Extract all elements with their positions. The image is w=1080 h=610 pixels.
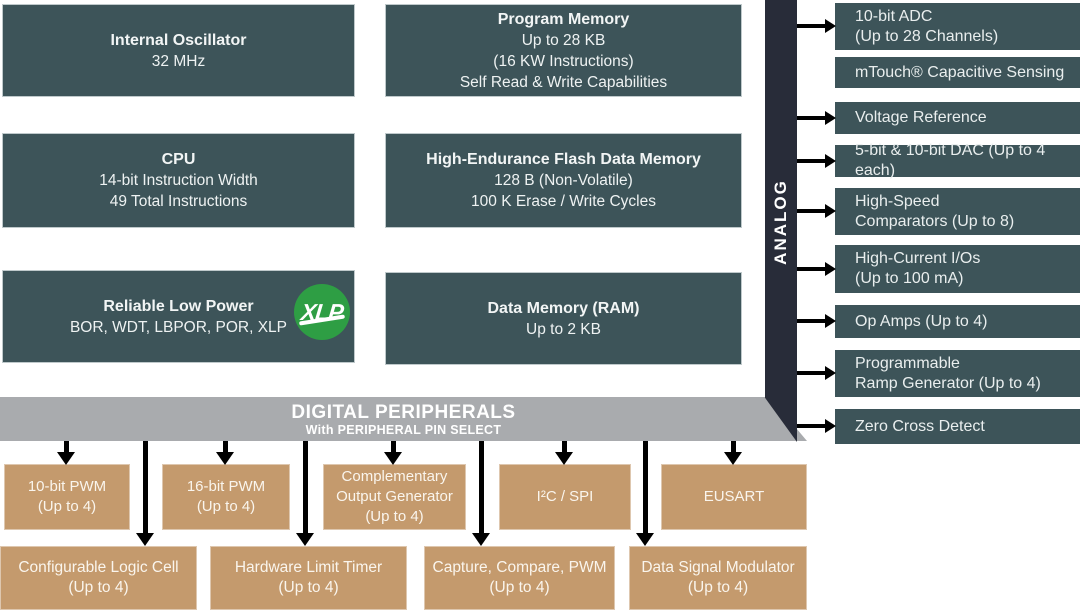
digital-peripherals-bar: DIGITAL PERIPHERALS With PERIPHERAL PIN … bbox=[0, 397, 807, 441]
block-data-memory-ram: Data Memory (RAM) Up to 2 KB bbox=[385, 272, 742, 365]
block-capture-compare-pwm: Capture, Compare, PWM (Up to 4) bbox=[424, 546, 615, 610]
block-body: 14-bit Instruction Width 49 Total Instru… bbox=[99, 172, 258, 210]
block-mtouch: mTouch® Capacitive Sensing bbox=[835, 57, 1080, 88]
block-body: 32 MHz bbox=[151, 52, 206, 70]
block-zero-cross-detect: Zero Cross Detect bbox=[835, 409, 1080, 444]
block-body: 128 B (Non-Volatile) 100 K Erase / Write… bbox=[471, 172, 656, 210]
block-complementary-output-generator: Complementary Output Generator (Up to 4) bbox=[323, 464, 466, 530]
block-dac: 5-bit & 10-bit DAC (Up to 4 each) bbox=[835, 142, 1080, 179]
block-configurable-logic-cell: Configurable Logic Cell (Up to 4) bbox=[0, 546, 197, 610]
block-hardware-limit-timer: Hardware Limit Timer (Up to 4) bbox=[210, 546, 407, 610]
block-10bit-pwm: 10-bit PWM (Up to 4) bbox=[4, 464, 130, 530]
block-title: Reliable Low Power bbox=[103, 297, 254, 315]
block-10bit-adc: 10-bit ADC (Up to 28 Channels) bbox=[835, 3, 1080, 50]
digital-peripherals-subtitle: With PERIPHERAL PIN SELECT bbox=[305, 422, 502, 437]
block-program-memory: Program Memory Up to 28 KB (16 KW Instru… bbox=[385, 4, 742, 97]
block-voltage-reference: Voltage Reference bbox=[835, 102, 1080, 134]
block-flash-data-memory: High-Endurance Flash Data Memory 128 B (… bbox=[385, 133, 742, 228]
analog-label: ANALOG bbox=[771, 179, 790, 265]
block-i2c-spi: I²C / SPI bbox=[499, 464, 631, 530]
xlp-logo-text: XLP bbox=[299, 298, 345, 325]
block-comparators: High-Speed Comparators (Up to 8) bbox=[835, 188, 1080, 235]
block-cpu: CPU 14-bit Instruction Width 49 Total In… bbox=[2, 133, 355, 228]
digital-peripherals-title: DIGITAL PERIPHERALS bbox=[291, 401, 516, 423]
block-eusart: EUSART bbox=[661, 464, 807, 530]
block-body: Up to 28 KB (16 KW Instructions) Self Re… bbox=[459, 31, 668, 91]
block-title: Program Memory bbox=[497, 10, 630, 28]
analog-bus-bar bbox=[765, 0, 797, 442]
block-title: Data Memory (RAM) bbox=[487, 299, 640, 317]
xlp-logo: XLP bbox=[294, 284, 350, 340]
block-title: CPU bbox=[161, 151, 196, 168]
block-title: High-Endurance Flash Data Memory bbox=[426, 151, 701, 168]
block-data-signal-modulator: Data Signal Modulator (Up to 4) bbox=[629, 546, 807, 610]
block-high-current-ios: High-Current I/Os (Up to 100 mA) bbox=[835, 245, 1080, 293]
block-title: Internal Oscillator bbox=[110, 31, 247, 49]
block-internal-oscillator: Internal Oscillator 32 MHz bbox=[2, 4, 355, 97]
block-ramp-generator: Programmable Ramp Generator (Up to 4) bbox=[835, 350, 1080, 397]
block-body: BOR, WDT, LBPOR, POR, XLP bbox=[69, 318, 288, 336]
block-op-amps: Op Amps (Up to 4) bbox=[835, 305, 1080, 338]
block-16bit-pwm: 16-bit PWM (Up to 4) bbox=[162, 464, 290, 530]
block-body: Up to 2 KB bbox=[526, 320, 601, 338]
